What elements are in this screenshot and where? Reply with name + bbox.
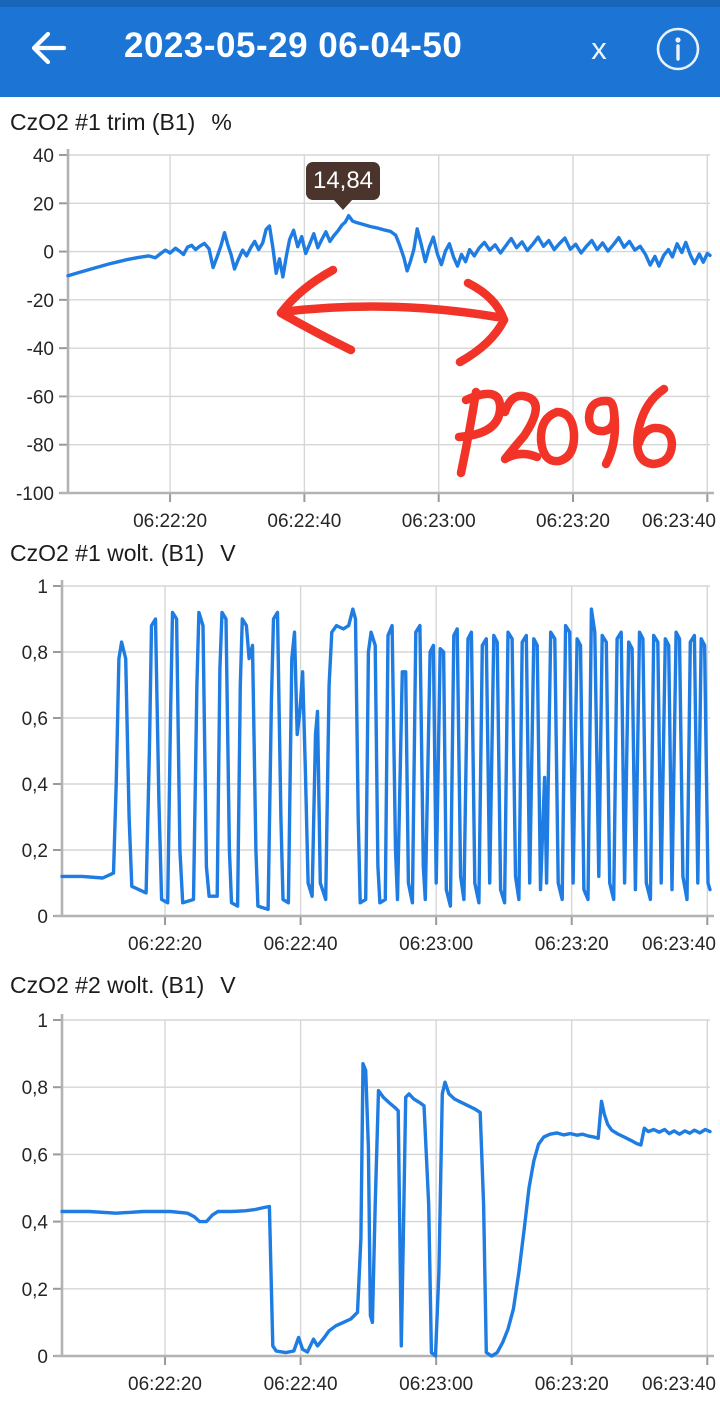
- red-ink-stroke: [633, 384, 677, 469]
- chart-title-text: CzO2 #1 trim (B1): [10, 109, 196, 135]
- chart-title-wolt2: CzO2 #2 wolt. (B1) V: [10, 972, 710, 1000]
- back-button[interactable]: [24, 23, 74, 73]
- x-tick-label: 06:22:40: [264, 1374, 338, 1395]
- red-ink-stroke: [277, 302, 502, 322]
- red-ink-stroke: [601, 407, 620, 469]
- chart-title-text: CzO2 #1 wolt. (B1): [10, 540, 205, 566]
- y-tick-label: 0,4: [22, 1213, 49, 1234]
- app-bar: 2023-05-29 06-04-50 x: [0, 0, 720, 97]
- x-tick-label: 06:22:40: [264, 934, 338, 955]
- y-tick-label: -20: [27, 291, 54, 312]
- y-tick-label: 0: [37, 907, 48, 928]
- x-tick-label: 06:23:20: [535, 1374, 609, 1395]
- red-ink-stroke: [276, 265, 338, 318]
- wolt2-chart-plot[interactable]: 06:22:20 06:22:40 06:23:00 06:23:20 06:23:40…: [0, 1000, 720, 1410]
- series-line: [66, 214, 712, 279]
- y-tick-label: 0,4: [22, 775, 49, 796]
- back-arrow-icon: [31, 31, 67, 65]
- y-tick-label: 0,6: [22, 709, 48, 730]
- y-tick-label: 0,8: [22, 643, 48, 664]
- red-ink-stroke: [536, 407, 579, 466]
- x-tick-label: 06:23:00: [399, 934, 473, 955]
- y-tick-label: 0: [37, 1347, 48, 1368]
- red-ink-stroke: [455, 315, 509, 367]
- red-ink-stroke: [584, 396, 619, 436]
- info-button[interactable]: [654, 25, 702, 73]
- wolt1-chart-plot[interactable]: 06:22:20 06:22:40 06:23:00 06:23:20 06:23:40…: [0, 540, 720, 970]
- series-line: [60, 607, 712, 912]
- x-tick-label: 06:23:00: [402, 511, 476, 530]
- y-tick-label: 40: [33, 146, 54, 167]
- x-tick-label: 06:22:40: [267, 511, 341, 530]
- info-icon: [656, 27, 700, 71]
- trim-chart-plot[interactable]: 06:22:20 06:22:40 06:23:00 06:23:20 06:23:40…: [0, 100, 720, 530]
- chart-unit: V: [220, 972, 236, 998]
- x-tick-label: 06:23:40: [642, 934, 716, 955]
- status-bar: [0, 0, 720, 7]
- y-tick-label: -80: [27, 436, 54, 457]
- value-tooltip: 14,84: [306, 162, 380, 210]
- close-button[interactable]: x: [591, 31, 607, 66]
- x-tick-label: 06:23:40: [642, 511, 716, 530]
- x-tick-label: 06:22:20: [128, 1374, 202, 1395]
- x-tick-label: 06:23:20: [535, 934, 609, 955]
- red-ink-stroke: [276, 308, 356, 355]
- y-tick-label: 0: [43, 243, 54, 264]
- chart-unit: %: [211, 109, 232, 135]
- red-ink-stroke: [500, 391, 542, 464]
- y-tick-label: 1: [37, 1011, 48, 1032]
- chart-unit: V: [220, 540, 236, 566]
- y-tick-label: 1: [37, 577, 48, 598]
- page-title: 2023-05-29 06-04-50: [124, 26, 463, 65]
- y-tick-label: 0,8: [22, 1078, 48, 1099]
- y-tick-label: 0,2: [22, 841, 48, 862]
- x-tick-label: 06:23:00: [399, 1374, 473, 1395]
- handwritten-annotation-p2096: [276, 265, 677, 478]
- x-tick-label: 06:22:20: [133, 511, 207, 530]
- x-tick-label: 06:23:40: [642, 1374, 716, 1395]
- chart-title-text: CzO2 #2 wolt. (B1): [10, 972, 205, 998]
- y-tick-label: -60: [27, 387, 54, 408]
- x-tick-label: 06:23:20: [536, 511, 610, 530]
- y-tick-label: -40: [27, 339, 54, 360]
- y-tick-label: 0,2: [22, 1280, 48, 1301]
- chart-title-wolt1: CzO2 #1 wolt. (B1) V: [10, 540, 710, 568]
- red-ink-stroke: [454, 389, 505, 442]
- x-tick-label: 06:22:20: [128, 934, 202, 955]
- series-line: [60, 1062, 712, 1358]
- chart-title-trim1: CzO2 #1 trim (B1)%: [10, 109, 710, 137]
- y-tick-label: 20: [33, 194, 54, 215]
- y-tick-label: -100: [16, 484, 54, 505]
- y-tick-label: 0,6: [22, 1145, 48, 1166]
